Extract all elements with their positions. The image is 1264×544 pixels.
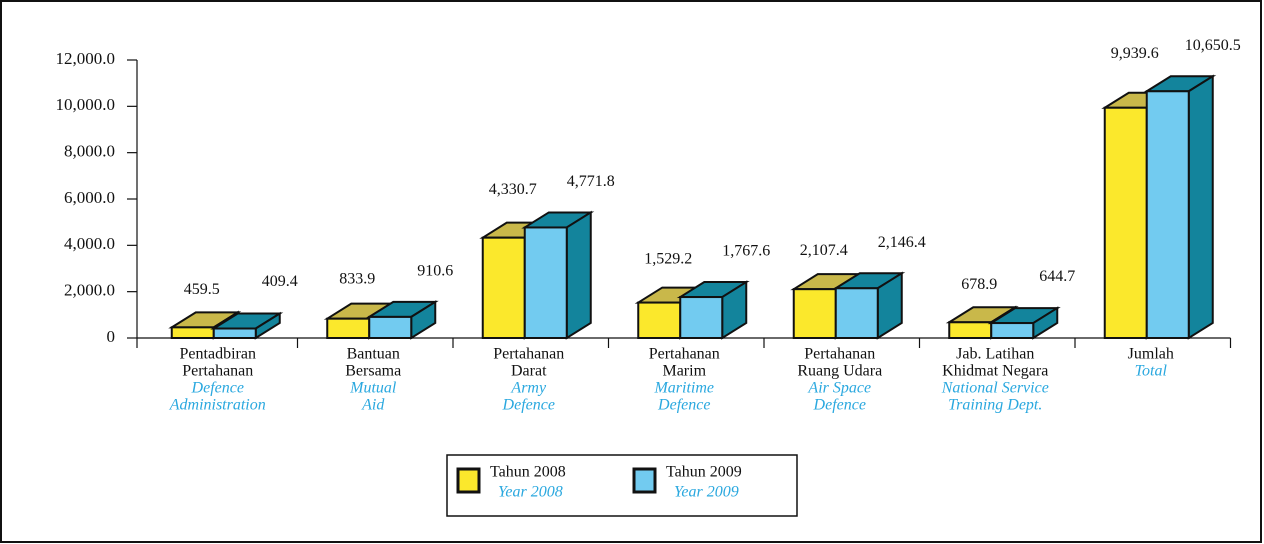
bar	[481, 236, 526, 339]
bar	[368, 315, 413, 339]
y-tick-label: 0	[107, 327, 116, 346]
x-tick-label-en: National Service	[941, 380, 1049, 397]
value-label: 2,146.4	[878, 234, 926, 251]
x-tick-label: Pertahanan	[493, 346, 564, 363]
x-tick-label-en: Defence	[502, 397, 555, 414]
legend-label: Tahun 2008	[490, 464, 566, 481]
bar	[1145, 90, 1190, 340]
x-tick-label-en: Total	[1135, 363, 1168, 380]
bar	[834, 287, 879, 339]
x-tick-label: Bersama	[345, 363, 401, 380]
y-tick-label: 8,000.0	[64, 142, 115, 161]
x-tick-label: Jumlah	[1128, 346, 1174, 363]
bar	[637, 301, 682, 340]
value-label: 1,529.2	[644, 251, 692, 268]
legend-swatch	[632, 467, 657, 494]
bar	[948, 321, 993, 340]
bar	[212, 327, 257, 339]
y-tick-label: 12,000.0	[56, 49, 116, 68]
x-tick-label-en: Aid	[361, 397, 385, 414]
x-tick-label-en: Defence	[813, 397, 866, 414]
x-tick-label-en: Mutual	[349, 380, 397, 397]
x-tick-label: Darat	[511, 363, 547, 380]
value-label: 4,330.7	[489, 181, 537, 198]
bar-side	[1187, 74, 1214, 340]
bar	[990, 322, 1035, 340]
x-tick-label: Marim	[662, 363, 706, 380]
y-tick-label: 4,000.0	[64, 234, 115, 253]
value-label: 459.5	[184, 281, 220, 298]
y-tick-label: 10,000.0	[56, 95, 116, 114]
bar	[1103, 106, 1148, 339]
x-tick-label: Khidmat Negara	[942, 363, 1048, 380]
value-label: 833.9	[339, 271, 375, 288]
value-label: 644.7	[1039, 268, 1075, 285]
value-label: 10,650.5	[1185, 37, 1241, 54]
bar	[523, 226, 568, 339]
legend-label: Tahun 2009	[666, 464, 742, 481]
value-label: 910.6	[417, 263, 453, 280]
x-tick-label: Bantuan	[347, 346, 400, 363]
x-tick-label: Pertahanan	[649, 346, 720, 363]
x-tick-label-en: Training Dept.	[948, 397, 1042, 414]
bar	[170, 326, 215, 340]
x-tick-label-en: Maritime	[653, 380, 714, 397]
x-tick-label: Pertahanan	[804, 346, 875, 363]
legend-box	[446, 454, 798, 517]
x-tick-label: Pentadbiran	[180, 346, 256, 363]
x-tick-label: Ruang Udara	[797, 363, 882, 380]
bar	[679, 296, 724, 339]
y-tick-label: 2,000.0	[64, 281, 115, 300]
y-tick-label: 6,000.0	[64, 188, 115, 207]
x-tick-label-en: Defence	[657, 397, 710, 414]
x-tick-label-en: Army	[510, 380, 547, 397]
bar	[792, 288, 837, 339]
value-label: 4,771.8	[567, 173, 615, 190]
bar	[326, 317, 371, 339]
x-tick-label: Jab. Latihan	[956, 346, 1034, 363]
x-tick-label: Pertahanan	[182, 363, 253, 380]
value-label: 1,767.6	[722, 243, 770, 260]
x-tick-label-en: Defence	[191, 380, 244, 397]
value-label: 2,107.4	[800, 242, 848, 259]
value-label: 409.4	[262, 273, 298, 290]
x-tick-label-en: Air Space	[807, 380, 871, 397]
legend-label-en: Year 2008	[498, 484, 563, 501]
bar-side	[565, 210, 592, 340]
legend-swatch	[456, 467, 481, 494]
value-label: 9,939.6	[1111, 45, 1159, 62]
x-tick-label-en: Administration	[169, 397, 266, 414]
value-label: 678.9	[961, 276, 997, 293]
legend-label-en: Year 2009	[674, 484, 739, 501]
